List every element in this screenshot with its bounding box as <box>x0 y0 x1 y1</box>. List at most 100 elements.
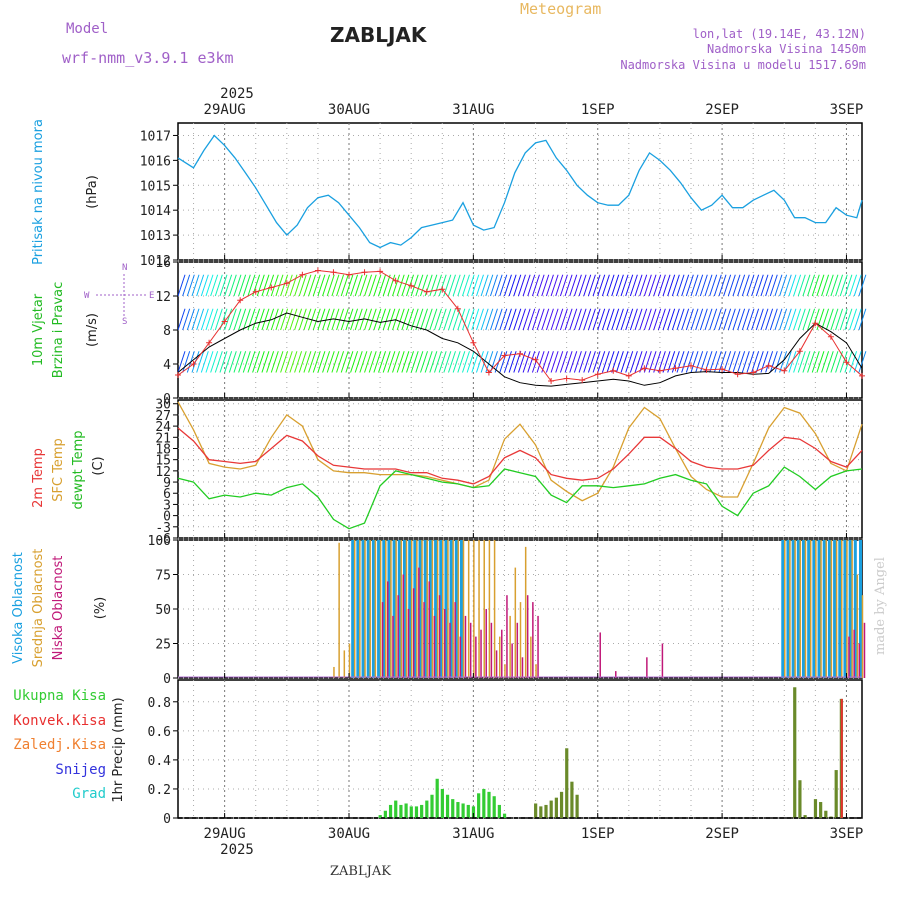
panel-frame <box>177 122 863 261</box>
wind-speed-series <box>177 312 863 387</box>
wind-barb <box>797 308 806 331</box>
wind-barb <box>326 351 335 373</box>
wind-barb <box>266 308 275 331</box>
wind-barb <box>489 308 498 331</box>
wind-barb <box>462 308 470 331</box>
wind-barb <box>238 351 247 373</box>
bottom-date-label: 2SEP <box>705 826 739 842</box>
wind-barb <box>676 351 685 373</box>
gust-marker <box>423 288 430 295</box>
gust-marker <box>859 372 865 379</box>
wind-barb <box>769 308 778 331</box>
gust-marker <box>750 369 757 376</box>
gust-marker <box>812 320 819 327</box>
wind-barb <box>816 351 825 373</box>
wind-barb <box>793 351 802 373</box>
wind-barb <box>648 274 657 297</box>
wind-barb <box>228 308 237 331</box>
precip-bar <box>565 748 569 818</box>
wind-barb <box>424 308 433 331</box>
wind-barb <box>228 351 237 373</box>
wind-barb <box>522 274 531 297</box>
wind-barb <box>545 351 554 373</box>
y-tick-label: 16 <box>155 256 171 271</box>
wind-barb <box>438 308 447 331</box>
top-date-label: 2SEP <box>705 102 739 118</box>
wind-barb <box>569 308 578 331</box>
y-tick-label: 0.8 <box>148 696 171 711</box>
wind-barb <box>448 274 456 297</box>
wind-barb <box>317 274 326 297</box>
wind-barb <box>270 308 279 331</box>
wind-barb <box>816 274 825 297</box>
y-tick-label: 12 <box>155 465 171 480</box>
wind-barb <box>769 274 778 297</box>
wind-barb <box>587 308 596 331</box>
precip-bar <box>559 791 564 818</box>
wind-barb <box>340 308 349 331</box>
wind-barb <box>214 351 223 373</box>
wind-barb <box>517 351 526 373</box>
wind-barb <box>811 274 820 297</box>
wind-barb <box>802 351 811 373</box>
dewpt-label: dewpt Temp <box>71 430 86 509</box>
wind-barb <box>746 308 755 331</box>
wind-barb <box>727 351 736 373</box>
wind-barb <box>340 351 349 373</box>
wind-barb <box>625 274 634 297</box>
wind-barb <box>830 308 839 331</box>
wind-barb <box>420 274 428 297</box>
wind-barb <box>611 308 620 331</box>
y-tick-label: 100 <box>148 534 171 549</box>
wind-barb <box>839 308 848 331</box>
meteogram-label: Meteogram <box>520 0 601 18</box>
bottom-date-labels: 29AUG 30AUG 31AUG 1SEP 2SEP 3SEP <box>204 826 864 842</box>
wind-barb <box>695 351 704 373</box>
wind-barb <box>368 351 377 373</box>
wind-barb <box>517 308 526 331</box>
wind-barb <box>816 308 825 331</box>
model-elevation-label: Nadmorska Visina u modelu 1517.69m <box>620 58 866 72</box>
model-name: wrf-nmm_v3.9.1 e3km <box>62 49 234 67</box>
y-tick-label: 50 <box>155 603 171 618</box>
wind-barb <box>415 274 424 297</box>
wind-barb <box>564 351 573 373</box>
wind-barb <box>718 308 727 331</box>
wind-barb <box>186 274 195 297</box>
wind-title-line1: 10m Vjetar <box>31 293 46 366</box>
y-tick-label: 0 <box>163 392 171 407</box>
wind-barb <box>196 274 205 297</box>
wind-barb <box>219 351 228 373</box>
wind-barb <box>606 308 615 331</box>
wind-barb <box>737 351 746 373</box>
gust-marker <box>485 369 492 376</box>
precip-bar <box>539 806 543 818</box>
wind-barb <box>336 308 345 331</box>
wind-barb <box>550 308 559 331</box>
wind-barb <box>615 308 624 331</box>
wind-barb <box>266 351 275 373</box>
temp2m-label: 2m Temp <box>31 448 46 508</box>
wind-barb <box>280 351 289 373</box>
wind-barb <box>238 308 247 331</box>
wind-barb <box>559 274 568 297</box>
temp-labels: 2m Temp SFC Temp dewpt Temp (C) <box>31 430 106 509</box>
wind-barb <box>755 274 764 297</box>
wind-barb <box>345 351 354 373</box>
wind-barb <box>312 274 321 297</box>
precip-bar <box>824 810 828 818</box>
wind-barb <box>653 308 662 331</box>
wind-barb <box>420 351 428 373</box>
wind-barb <box>825 274 834 297</box>
wind-barb <box>783 308 792 331</box>
wind-barb <box>443 351 452 373</box>
wind-barb <box>452 274 461 297</box>
cloud-mid-label: Srednja Oblacnost <box>31 549 46 668</box>
wind-barb <box>322 308 331 331</box>
y-tick-label: 8 <box>163 324 171 339</box>
wind-barb <box>308 308 317 331</box>
wind-barb <box>583 351 592 373</box>
wind-barb <box>308 351 317 373</box>
wind-barb <box>741 308 750 331</box>
